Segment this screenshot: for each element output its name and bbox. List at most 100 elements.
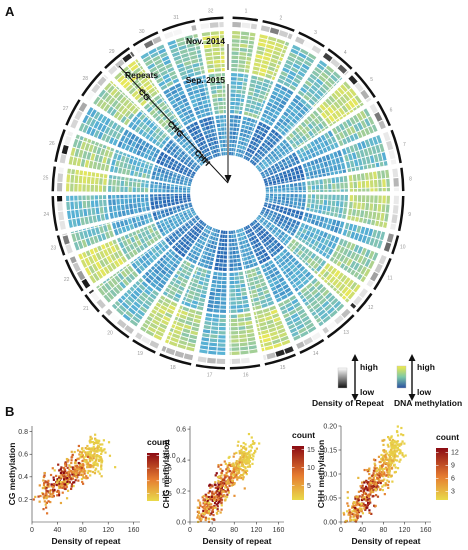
- track-bin: [335, 244, 342, 252]
- track-bin: [126, 72, 135, 80]
- track-bin: [220, 301, 227, 305]
- track-bin: [196, 243, 201, 248]
- track-bin: [276, 38, 286, 45]
- track-bin: [131, 217, 137, 224]
- track-bin: [386, 178, 390, 187]
- hexbin-cell: [251, 458, 255, 461]
- track-bin: [288, 52, 298, 59]
- track-bin: [68, 219, 73, 228]
- track-bin: [210, 244, 214, 249]
- track-bin: [171, 215, 175, 219]
- track-bin: [156, 108, 163, 115]
- track-bin: [158, 126, 162, 130]
- track-bin: [316, 257, 323, 265]
- track-bin: [361, 247, 367, 256]
- track-bin: [244, 69, 250, 73]
- track-bin: [108, 185, 112, 192]
- track-bin: [303, 94, 310, 101]
- track-bin: [256, 233, 260, 237]
- track-bin: [225, 230, 228, 235]
- track-bin: [241, 124, 246, 129]
- track-bin: [179, 241, 185, 246]
- track-bin: [187, 342, 196, 348]
- track-bin: [178, 195, 183, 199]
- hexbin-cell: [391, 450, 395, 453]
- hexbin-cell: [393, 463, 396, 466]
- hexbin-cell: [60, 485, 63, 488]
- track-bin: [229, 301, 230, 305]
- track-bin: [179, 198, 183, 201]
- track-bin: [124, 298, 133, 307]
- track-bin: [188, 338, 197, 344]
- track-bin: [316, 294, 324, 302]
- y-tick-label: 0.2: [176, 488, 186, 495]
- track-bin: [229, 131, 233, 135]
- track-bin: [171, 179, 176, 184]
- track-bin: [197, 83, 205, 89]
- track-bin: [185, 125, 191, 131]
- track-bin: [99, 178, 103, 185]
- track-bin: [187, 171, 192, 175]
- hexbin-cell: [59, 471, 62, 475]
- track-bin: [265, 184, 269, 187]
- hexbin-cell: [248, 464, 251, 467]
- track-bin: [151, 223, 156, 228]
- track-bin: [233, 259, 237, 263]
- track-bin: [240, 227, 244, 232]
- hexbin-cell: [65, 485, 68, 489]
- hexbin-cell: [361, 484, 364, 487]
- track-bin: [277, 127, 283, 133]
- track-bin: [201, 113, 207, 118]
- track-bin: [116, 205, 121, 211]
- hexbin-cell: [220, 480, 224, 483]
- track-bin: [234, 280, 240, 285]
- track-bin: [252, 96, 258, 102]
- methylation-ring: [140, 105, 316, 281]
- track-bin: [309, 171, 314, 176]
- track-bin: [243, 235, 247, 240]
- chromosome-label: 20: [107, 330, 113, 336]
- hexbin-cell: [211, 490, 214, 493]
- track-bin: [280, 231, 286, 236]
- hexbin-cell: [243, 469, 246, 472]
- track-bin: [291, 244, 297, 251]
- track-bin: [145, 277, 152, 284]
- track-bin: [214, 300, 221, 305]
- track-bin: [97, 113, 104, 122]
- track-bin: [86, 200, 91, 208]
- track-bin: [57, 195, 63, 202]
- track-bin: [353, 188, 358, 192]
- hexbin-cell: [228, 462, 231, 465]
- track-bin: [187, 312, 195, 318]
- track-bin: [166, 185, 170, 190]
- track-bin: [373, 238, 379, 248]
- track-bin: [201, 221, 205, 226]
- track-bin: [177, 343, 187, 350]
- track-bin: [268, 36, 277, 42]
- track-bin: [229, 339, 231, 343]
- track-bin: [263, 204, 268, 208]
- track-bin: [276, 273, 283, 279]
- track-bin: [292, 124, 296, 128]
- track-bin: [117, 211, 122, 218]
- track-bin: [142, 242, 149, 249]
- track-bin: [83, 230, 89, 239]
- track-bin: [183, 249, 188, 254]
- track-bin: [126, 154, 131, 158]
- track-bin: [333, 300, 342, 309]
- track-bin: [99, 282, 104, 287]
- track-bin: [172, 206, 176, 208]
- track-bin: [347, 291, 356, 300]
- x-tick-label: 80: [79, 527, 87, 534]
- track-bin: [353, 271, 360, 278]
- track-bin: [129, 243, 135, 251]
- track-bin: [201, 241, 206, 246]
- track-bin: [189, 95, 196, 100]
- y-tick-label: 0.8: [18, 429, 28, 436]
- hexbin-cell: [72, 484, 75, 488]
- hexbin-cell: [224, 486, 227, 489]
- track-bin: [124, 110, 132, 118]
- track-bin: [165, 347, 176, 356]
- track-bin: [264, 180, 268, 184]
- track-bin: [109, 165, 115, 173]
